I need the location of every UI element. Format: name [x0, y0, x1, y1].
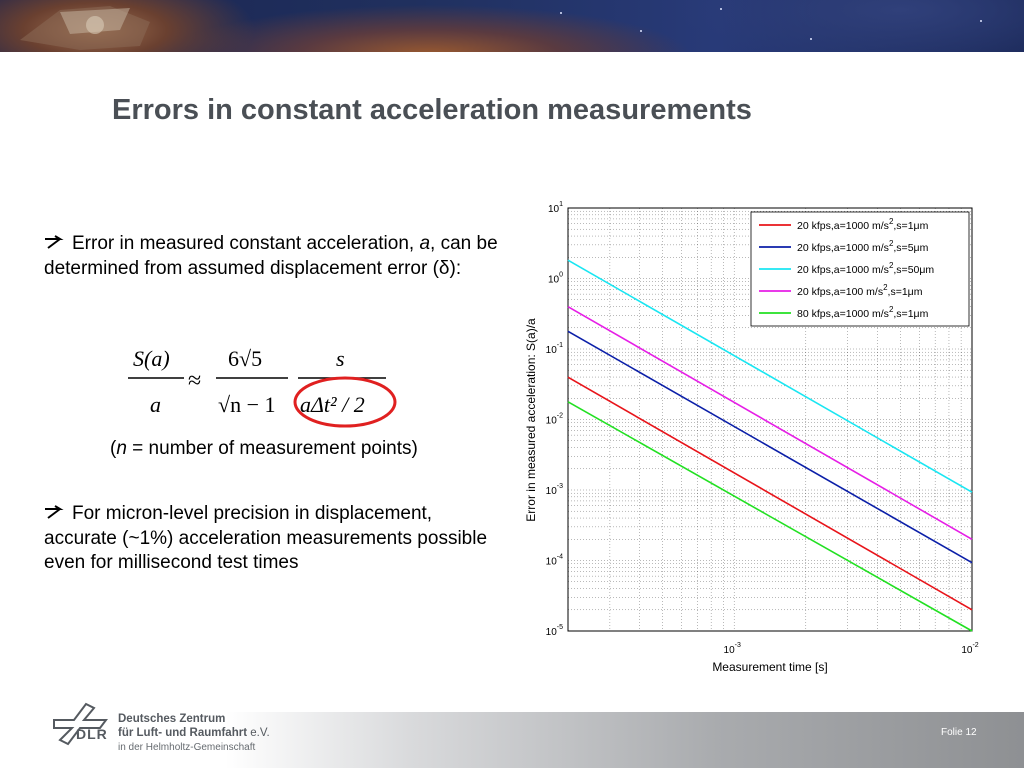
series-line [567, 376, 973, 611]
legend-entry: 20 kfps,a=1000 m/s2,s=1μm [797, 217, 929, 232]
formula-rhs-numerator: s [336, 346, 345, 371]
x-tick-exponent: -2 [972, 642, 978, 649]
banner-star [640, 30, 642, 32]
legend-tail: ,s=1μm [893, 308, 928, 320]
legend-exponent: 2 [889, 261, 894, 270]
note-open-paren: ( [110, 438, 117, 459]
formula-approx-sign: ≈ [188, 368, 201, 394]
header-banner [0, 0, 1024, 52]
org-line-2-text: für Luft- und Raumfahrt [118, 727, 248, 739]
y-tick-exponent: 1 [559, 201, 563, 208]
formula-coef-denominator: √n − 1 [218, 392, 275, 417]
formula-lhs-denominator: a [150, 392, 161, 417]
formula-lhs-numerator: S(a) [133, 346, 170, 371]
bullet2-text: For micron-level precision in displaceme… [44, 503, 488, 573]
y-tick-label: 10-3 [546, 483, 563, 497]
legend-exponent: 2 [889, 305, 894, 314]
bullet1-pre-text: Error in measured constant acceleration, [72, 233, 415, 254]
org-line-3: in der Helmholtz-Gemeinschaft [118, 742, 256, 753]
bullet1-variable: a [419, 233, 431, 254]
series-lines [567, 259, 973, 632]
y-tick-label: 10-2 [546, 413, 563, 427]
y-tick-exponent: -5 [557, 624, 563, 631]
error-formula: S(a) a ≈ 6√5 √n − 1 s aΔt² / 2 [128, 346, 397, 428]
org-ev: e.V. [247, 727, 270, 739]
y-tick-exponent: -2 [557, 413, 563, 420]
bullet-acceleration-error: Error in measured constant acceleration,… [44, 232, 499, 281]
formula-rhs-denominator: aΔt² / 2 [300, 392, 365, 417]
y-tick-label: 10-5 [546, 624, 563, 638]
banner-star [810, 38, 812, 40]
x-axis-label: Measurement time [s] [712, 660, 827, 674]
y-tick-label: 100 [548, 272, 563, 286]
legend-exponent: 2 [883, 283, 888, 292]
legend-tail: ,s=50μm [893, 264, 934, 276]
series-line [567, 259, 973, 493]
banner-star [560, 12, 562, 14]
bullet-arrow-icon [44, 235, 66, 249]
legend-exponent: 2 [889, 217, 894, 226]
dlr-logo-icon [53, 702, 108, 746]
legend-exponent: 2 [889, 239, 894, 248]
org-line-2: für Luft- und Raumfahrt e.V. [118, 727, 270, 739]
series-line [567, 306, 973, 540]
y-tick-exponent: -4 [557, 554, 563, 561]
y-axis-label: Error in measured acceleration: S(a)/a [524, 318, 538, 522]
series-line [567, 330, 973, 564]
org-line-1: Deutsches Zentrum [118, 713, 226, 725]
x-tick-labels: 10-3 10-2 [724, 642, 979, 656]
x-tick-label: 10-2 [961, 642, 978, 656]
legend-entry: 80 kfps,a=1000 m/s2,s=1μm [797, 305, 929, 320]
note-variable: n [116, 438, 127, 459]
legend-entry: 20 kfps,a=100 m/s2,s=1μm [797, 283, 923, 298]
bullet-micron-precision: For micron-level precision in displaceme… [44, 502, 499, 576]
y-tick-exponent: -3 [557, 483, 563, 490]
series-line [567, 401, 973, 632]
highlight-circle [293, 376, 397, 428]
y-tick-label: 101 [548, 201, 563, 215]
legend-tail: ,s=1μm [888, 286, 923, 298]
footer-bar [0, 712, 1024, 768]
formula-coef-numerator: 6√5 [228, 346, 262, 371]
dlr-abbreviation: DLR [76, 726, 108, 742]
legend-entry: 20 kfps,a=1000 m/s2,s=5μm [797, 239, 929, 254]
y-tick-label: 10-1 [546, 342, 563, 356]
bullet-arrow-icon [44, 505, 66, 519]
legend: 20 kfps,a=1000 m/s2,s=1μm 20 kfps,a=1000 … [750, 211, 970, 327]
legend-entry: 20 kfps,a=1000 m/s2,s=50μm [797, 261, 934, 276]
legend-tail: ,s=1μm [893, 220, 928, 232]
legend-tail: ,s=5μm [893, 242, 928, 254]
x-tick-label: 10-3 [724, 642, 741, 656]
slide-title: Errors in constant acceleration measurem… [112, 94, 752, 126]
spacecraft-image [20, 6, 150, 50]
y-tick-label: 10-4 [546, 554, 563, 568]
note-text: = number of measurement points) [126, 438, 418, 459]
y-tick-exponent: -1 [557, 342, 563, 349]
x-tick-exponent: -3 [735, 642, 741, 649]
banner-star [720, 8, 722, 10]
bullet1-post-text: , can be determined from assumed displac… [44, 233, 498, 279]
banner-star [980, 20, 982, 22]
formula-note: (n = number of measurement points) [110, 438, 418, 460]
y-tick-exponent: 0 [559, 272, 563, 279]
page-number: Folie 12 [941, 727, 977, 738]
